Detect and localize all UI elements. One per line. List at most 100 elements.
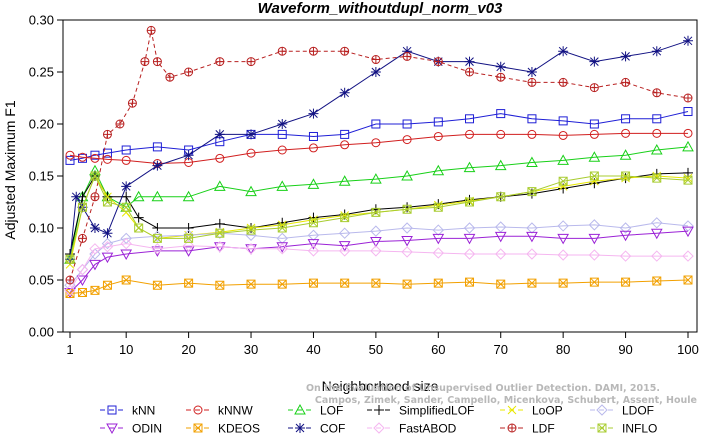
- data-point-kdeos: [371, 278, 381, 288]
- data-point-odin: [588, 233, 601, 245]
- data-point-lof: [276, 180, 289, 191]
- legend-label-simplifiedlof: SimplifiedLOF: [399, 404, 474, 418]
- data-point-ldf: [65, 275, 75, 285]
- data-point-kdeos: [589, 277, 599, 287]
- data-point-fastabod: [401, 246, 413, 258]
- data-point-ldof: [338, 227, 351, 239]
- data-point-ldof: [432, 224, 445, 236]
- data-point-ldf: [340, 46, 350, 56]
- data-point-odin: [182, 246, 195, 257]
- data-point-odin: [370, 237, 382, 248]
- data-point-simplifiedlof: [121, 191, 132, 202]
- data-point-ldof: [101, 237, 114, 250]
- data-point-lof: [151, 190, 164, 202]
- data-point-knnw: [308, 143, 318, 153]
- data-point-cof: [526, 67, 537, 77]
- data-point-loop: [621, 173, 630, 183]
- data-point-kdeos: [527, 278, 537, 288]
- series-line-inflo: [69, 174, 689, 260]
- data-point-ldf: [433, 57, 443, 67]
- data-point-ldf: [146, 25, 156, 35]
- legend-marker-knn: [107, 405, 117, 415]
- x-tick-label: 90: [618, 342, 632, 357]
- data-point-kdeos: [340, 278, 350, 288]
- data-point-cof: [152, 160, 163, 171]
- data-point-ldf: [277, 46, 287, 56]
- data-point-inflo: [683, 175, 693, 185]
- data-point-knnw: [402, 135, 412, 145]
- data-point-inflo: [65, 254, 75, 264]
- legend-item-lof: LOF: [288, 404, 343, 418]
- data-point-inflo: [558, 176, 568, 186]
- data-point-cof: [651, 46, 662, 57]
- data-point-knn: [496, 109, 506, 119]
- legend-item-cof: COF: [288, 422, 345, 434]
- data-point-ldof: [526, 222, 538, 234]
- data-point-cof: [370, 67, 381, 77]
- series-fastabod: [64, 237, 694, 297]
- data-point-simplifiedlof: [308, 212, 319, 223]
- y-axis-ticks: 0.00 0.05 0.10 0.15 0.20 0.25 0.30: [29, 13, 63, 340]
- data-point-ldof: [651, 217, 663, 229]
- y-axis-label: Adjusted Maximum F1: [2, 100, 18, 239]
- x-tick-label: 70: [493, 342, 507, 357]
- data-point-knn: [65, 155, 75, 165]
- data-point-odin: [494, 231, 507, 243]
- data-point-cof: [102, 228, 113, 239]
- data-point-cof: [464, 56, 475, 67]
- data-point-odin: [338, 241, 351, 252]
- data-point-fastabod: [89, 243, 101, 255]
- data-point-fastabod: [76, 263, 89, 276]
- data-point-knnw: [340, 140, 350, 150]
- data-point-ldf: [558, 77, 568, 87]
- legend-label-ldf: LDF: [532, 422, 555, 434]
- data-point-kdeos: [102, 280, 112, 290]
- data-point-fastabod: [276, 243, 288, 255]
- data-point-kdeos: [90, 285, 100, 295]
- legend-label-fastabod: FastABOD: [399, 422, 457, 434]
- watermark-line-1: Campos, Zimek, Sander, Campello, Micenko…: [315, 395, 697, 406]
- data-point-fastabod: [557, 249, 569, 261]
- data-point-odin: [619, 230, 632, 242]
- data-point-fastabod: [245, 243, 257, 255]
- data-point-knnw: [215, 153, 225, 163]
- data-point-kdeos: [652, 276, 662, 286]
- data-point-cof: [495, 61, 506, 72]
- data-point-ldf: [465, 67, 475, 77]
- data-point-ldf: [115, 119, 125, 129]
- data-point-inflo: [527, 187, 537, 197]
- data-point-cof: [277, 119, 288, 129]
- data-point-knnw: [277, 145, 287, 155]
- data-point-inflo: [652, 173, 662, 183]
- data-point-ldof: [307, 229, 320, 241]
- data-point-ldf: [90, 192, 100, 202]
- data-point-knn: [652, 114, 662, 124]
- data-point-ldf: [496, 72, 506, 82]
- data-point-knnw: [65, 150, 75, 160]
- data-point-inflo: [121, 202, 131, 212]
- series-kdeos: [65, 275, 693, 299]
- x-tick-label: 50: [369, 342, 383, 357]
- legend-item-simplifiedlof: SimplifiedLOF: [367, 404, 474, 418]
- x-tick-label: 20: [181, 342, 195, 357]
- data-point-knnw: [465, 129, 475, 139]
- data-point-lof: [307, 178, 320, 189]
- data-point-knnw: [527, 129, 537, 139]
- data-point-ldf: [621, 77, 631, 87]
- series-knn: [65, 107, 693, 165]
- data-point-inflo: [402, 204, 412, 214]
- data-point-odin: [432, 233, 445, 245]
- data-point-cof: [558, 46, 569, 57]
- series-line-cof: [69, 40, 689, 260]
- data-point-ldf: [102, 129, 112, 139]
- data-point-ldf: [402, 51, 412, 61]
- x-tick-label: 30: [244, 342, 258, 357]
- data-point-ldof: [89, 248, 101, 260]
- data-point-cof: [683, 35, 693, 46]
- data-point-knn: [621, 114, 631, 124]
- series-ldf: [65, 25, 693, 285]
- data-point-fastabod: [214, 241, 226, 253]
- legend-item-inflo: INFLO: [590, 422, 657, 434]
- data-point-fastabod: [182, 239, 195, 252]
